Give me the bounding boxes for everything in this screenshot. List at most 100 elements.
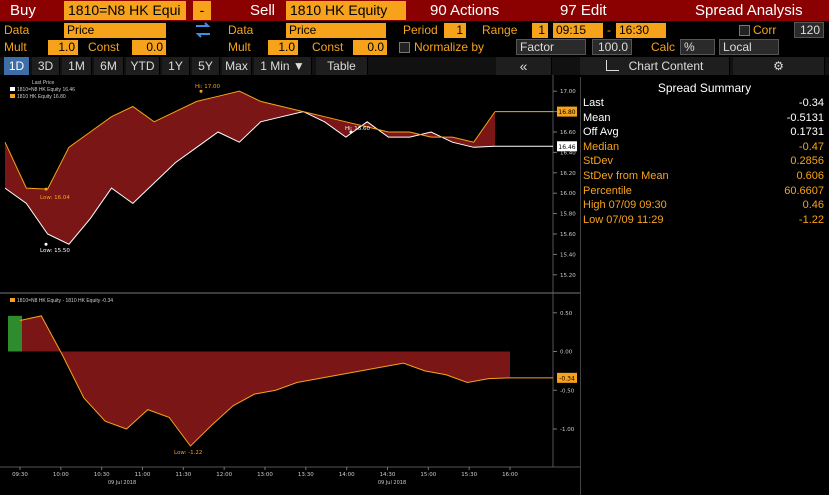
normalize-checkbox[interactable] — [399, 42, 410, 53]
lower-legend: 1810=N8 HK Equity - 1810 HK Equity -0.34 — [10, 298, 113, 304]
range-input[interactable]: 1 — [532, 23, 548, 38]
const-label: Const — [88, 40, 120, 54]
x-date-label: 09 Jul 2018 — [108, 480, 136, 486]
chart-annotation: Hi: 16.60 — [345, 126, 371, 132]
legend-swatch — [10, 94, 15, 98]
data-label: Data — [4, 23, 30, 37]
range-to-input[interactable]: 16:30 — [616, 23, 666, 38]
swap-icon[interactable] — [193, 21, 213, 39]
factor-select[interactable]: Factor — [516, 39, 586, 55]
y-tick-label: 0.50 — [560, 311, 573, 317]
tab-max[interactable]: Max — [222, 57, 252, 75]
summary-label: Median — [583, 140, 620, 153]
const2-input[interactable]: 0.0 — [353, 40, 387, 55]
y-tick-label: 15.20 — [560, 273, 576, 279]
x-tick-label: 16:00 — [502, 472, 518, 478]
data-select[interactable]: Price — [64, 23, 166, 38]
calc-label: Calc — [651, 40, 676, 54]
y-tick-label: 16.60 — [560, 130, 576, 136]
equity-line — [4, 90, 496, 190]
spread-area-fill — [20, 315, 510, 447]
spread-line — [19, 315, 511, 447]
x-tick-label: 11:00 — [135, 472, 151, 478]
sell-ticker-field[interactable]: 1810 HK Equity — [286, 1, 406, 20]
calc-select[interactable]: % — [680, 39, 715, 55]
annotation-point — [199, 89, 203, 93]
tab-1d[interactable]: 1D — [4, 57, 30, 75]
mult-label: Mult — [4, 40, 27, 54]
tab-3d[interactable]: 3D — [32, 57, 60, 75]
x-tick-label: 14:30 — [380, 472, 396, 478]
mult2-label: Mult — [228, 40, 251, 54]
period-input[interactable]: 1 — [444, 23, 466, 38]
tab-6m[interactable]: 6M — [94, 57, 124, 75]
last-price-tag — [557, 106, 577, 117]
last-price-tag — [557, 141, 577, 152]
mult-input[interactable]: 1.0 — [48, 40, 78, 55]
chart-annotation: Low: 15.50 — [40, 248, 70, 254]
x-tick-label: 10:30 — [94, 472, 110, 478]
summary-label: Low 07/09 11:29 — [583, 213, 664, 226]
x-tick-label: 13:00 — [257, 472, 273, 478]
interval-select[interactable]: 1 Min ▼ — [254, 57, 312, 75]
corr-input[interactable]: 120 — [794, 22, 824, 38]
y-tick-label: -0.50 — [560, 388, 575, 394]
chart-area[interactable]: 17.00 16.80 16.60 16.40 16.20 16.00 15.80 15.60… — [0, 75, 580, 492]
summary-value: 0.2856 — [790, 155, 824, 168]
chart-annotation: Hi: 17.00 — [195, 84, 221, 90]
y-tick-label: 0.00 — [560, 350, 573, 356]
x-date-label: 09 Jul 2018 — [378, 480, 406, 486]
annotation-point — [349, 130, 353, 134]
period-label: Period — [403, 23, 438, 37]
tab-5y[interactable]: 5Y — [192, 57, 220, 75]
tab-1y[interactable]: 1Y — [162, 57, 190, 75]
legend-swatch — [10, 298, 15, 302]
chart-content-button[interactable]: Chart Content — [580, 57, 730, 75]
buy-ticker-field[interactable]: 1810=N8 HK Equi — [64, 1, 186, 20]
spread-summary-title: Spread Summary — [657, 81, 752, 95]
corr-label: Corr — [753, 23, 777, 37]
summary-value: 0.606 — [796, 170, 824, 182]
last-price-label: 16.46 — [558, 144, 575, 151]
x-tick-label: 15:30 — [461, 472, 477, 478]
summary-label: Off Avg — [583, 126, 619, 139]
factor-input[interactable]: 100.0 — [592, 39, 632, 55]
y-tick-label: 15.80 — [560, 212, 576, 218]
summary-label: StDev — [583, 155, 613, 168]
summary-value: 0.46 — [802, 199, 824, 212]
edit-menu[interactable]: 97 Edit — [560, 2, 607, 19]
annotation-point — [44, 187, 48, 191]
tab-1m[interactable]: 1M — [62, 57, 92, 75]
annotation-point — [44, 242, 48, 246]
last-price-label: 16.80 — [558, 109, 575, 116]
positive-spread-fill — [8, 315, 22, 352]
mult2-input[interactable]: 1.0 — [268, 40, 298, 55]
range-label: Range — [482, 23, 518, 37]
const-input[interactable]: 0.0 — [132, 40, 166, 55]
settings-gear-icon[interactable]: ⚙ — [733, 57, 825, 75]
timezone-select[interactable]: Local — [719, 39, 779, 55]
y-tick-label: 17.00 — [560, 89, 576, 95]
table-button[interactable]: Table — [316, 57, 368, 75]
top-command-bar: Buy 1810=N8 HK Equi - Sell 1810 HK Equit… — [0, 0, 829, 21]
page-title: Spread Analysis — [695, 2, 803, 19]
spread-summary-panel — [580, 77, 829, 495]
summary-value: -0.47 — [798, 140, 824, 153]
minus-operator-field[interactable]: - — [193, 1, 211, 20]
actions-menu[interactable]: 90 Actions — [430, 2, 500, 19]
x-tick-label: 11:30 — [175, 472, 191, 478]
y-tick-label: 16.40 — [560, 150, 576, 156]
y-tick-label: -1.00 — [560, 427, 575, 433]
upper-legend-title: Last Price — [32, 80, 55, 86]
chart-annotation: Low: -1.22 — [174, 450, 202, 456]
tab-ytd[interactable]: YTD — [126, 57, 160, 75]
summary-label: StDev from Mean — [583, 170, 669, 182]
collapse-panel-button[interactable]: « — [496, 57, 552, 75]
corr-checkbox[interactable] — [739, 25, 750, 36]
range-from-input[interactable]: 09:15 — [553, 23, 603, 38]
x-tick-label: 14:00 — [339, 472, 355, 478]
x-tick-label: 12:00 — [216, 472, 232, 478]
summary-value: 60.6607 — [784, 184, 824, 197]
data2-select[interactable]: Price — [286, 23, 386, 38]
summary-value: -0.34 — [798, 97, 824, 109]
